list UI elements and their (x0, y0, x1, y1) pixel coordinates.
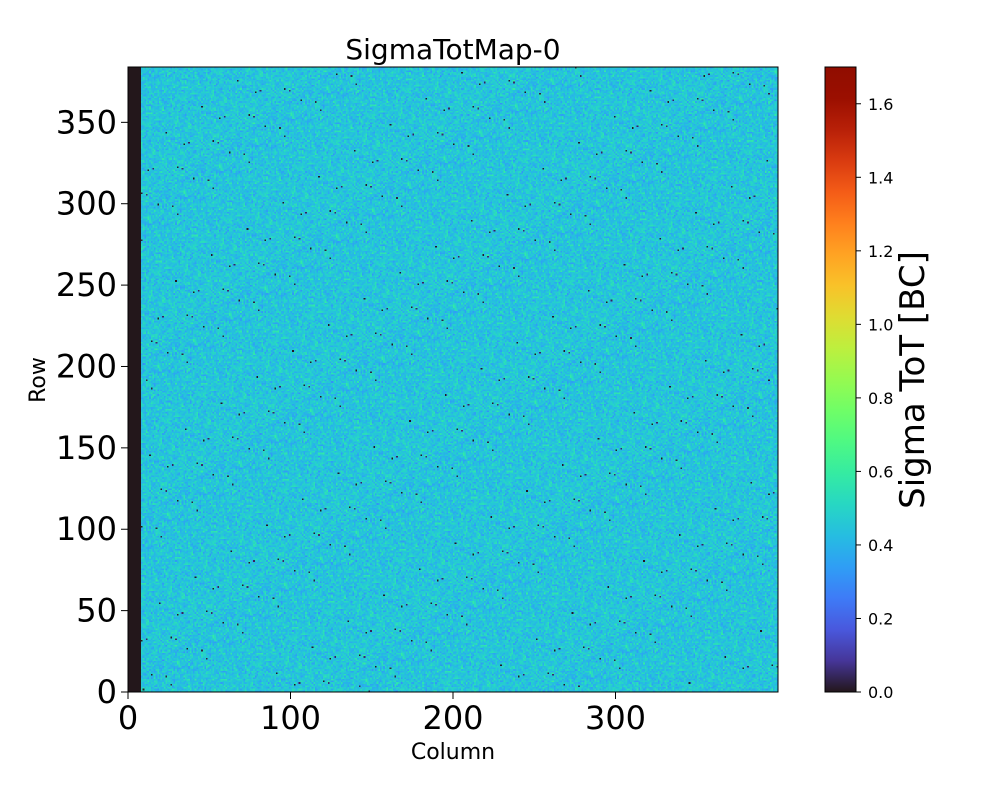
colorbar-tick-label: 1.2 (868, 242, 893, 261)
colorbar-tick-label: 0.6 (868, 462, 893, 481)
colorbar-tick-label: 1.6 (868, 95, 893, 114)
heatmap-image (128, 67, 778, 692)
y-tick-label: 350 (56, 103, 117, 141)
y-axis-label: Row (26, 357, 51, 403)
y-tick-label: 150 (56, 429, 117, 467)
x-axis-ticks: 0 100 200 300 (118, 692, 646, 737)
y-axis-ticks: 0 50 100 150 200 250 300 350 (56, 103, 128, 711)
colorbar-tick-label: 0.0 (868, 683, 893, 702)
y-tick-label: 300 (56, 185, 117, 223)
colorbar-tick-label: 0.8 (868, 389, 893, 408)
x-tick-label: 300 (585, 699, 646, 737)
x-tick-label: 100 (260, 699, 321, 737)
x-axis-label: Column (411, 740, 495, 765)
y-tick-label: 0 (97, 673, 117, 711)
x-tick-label: 200 (422, 699, 483, 737)
chart-title: SigmaTotMap-0 (345, 33, 560, 66)
colorbar: 0.0 0.2 0.4 0.6 0.8 1.0 1.2 1.4 1.6 Sigma ToT [B… (824, 66, 933, 702)
y-tick-label: 50 (76, 592, 117, 630)
colorbar-ticks: 0.0 0.2 0.4 0.6 0.8 1.0 1.2 1.4 1.6 (856, 95, 893, 702)
heatmap-plot-area (127, 66, 779, 693)
colorbar-tick-label: 1.0 (868, 315, 893, 334)
y-tick-label: 200 (56, 347, 117, 385)
colorbar-tick-label: 1.4 (868, 168, 893, 187)
x-tick-label: 0 (118, 699, 138, 737)
colorbar-label: Sigma ToT [BC] (893, 251, 933, 509)
colorbar-gradient (824, 66, 857, 693)
colorbar-tick-label: 0.4 (868, 536, 893, 555)
y-tick-label: 250 (56, 266, 117, 304)
colorbar-tick-label: 0.2 (868, 609, 893, 628)
y-tick-label: 100 (56, 510, 117, 548)
